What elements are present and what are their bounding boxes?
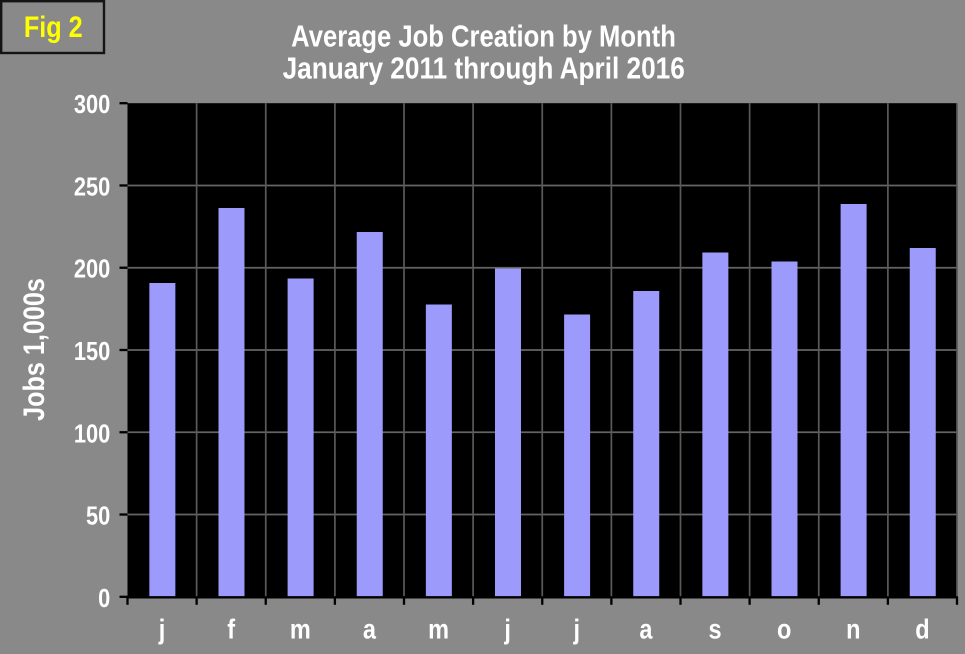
svg-text:a: a xyxy=(639,615,653,645)
svg-text:Average Job Creation by Month: Average Job Creation by Month xyxy=(291,19,676,53)
svg-text:a: a xyxy=(363,615,377,645)
svg-text:f: f xyxy=(227,615,235,645)
svg-text:January 2011 through April 201: January 2011 through April 2016 xyxy=(283,52,685,86)
svg-text:100: 100 xyxy=(74,420,110,449)
svg-text:50: 50 xyxy=(86,502,110,531)
svg-text:n: n xyxy=(846,615,860,645)
svg-text:250: 250 xyxy=(74,173,110,202)
svg-text:200: 200 xyxy=(74,255,110,284)
svg-text:j: j xyxy=(573,615,580,645)
svg-text:s: s xyxy=(709,615,722,645)
svg-text:300: 300 xyxy=(74,90,110,119)
svg-text:j: j xyxy=(504,615,511,645)
svg-text:m: m xyxy=(428,615,449,645)
svg-text:j: j xyxy=(158,615,165,645)
svg-text:Jobs 1,000s: Jobs 1,000s xyxy=(17,278,51,421)
svg-text:o: o xyxy=(777,615,791,645)
svg-text:m: m xyxy=(290,615,311,645)
svg-text:0: 0 xyxy=(98,584,110,613)
svg-text:150: 150 xyxy=(74,337,110,366)
svg-text:Fig 2: Fig 2 xyxy=(24,10,83,44)
svg-text:d: d xyxy=(915,615,929,645)
